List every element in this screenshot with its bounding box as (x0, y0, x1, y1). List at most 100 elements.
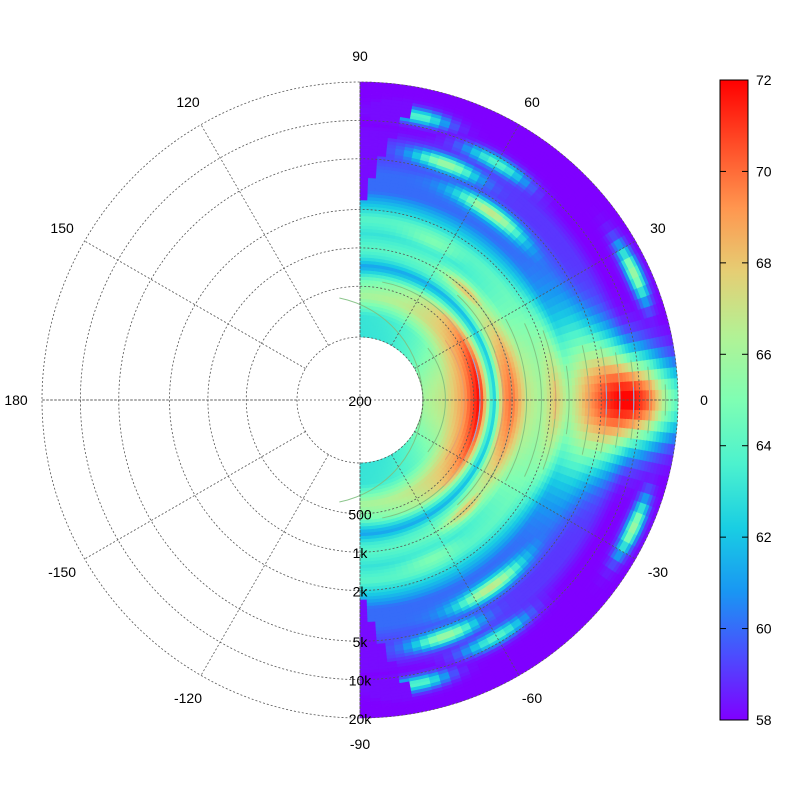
heatmap-cell (569, 392, 574, 401)
heatmap-cell (359, 193, 368, 198)
heatmap-cell (505, 394, 510, 401)
heatmap-cell (594, 399, 599, 409)
heatmap-cell (473, 395, 478, 401)
heatmap-cell (591, 399, 596, 409)
heatmap-cell (359, 628, 369, 633)
heatmap-cell (359, 221, 367, 226)
heatmap-cell (467, 395, 472, 401)
heatmap-cell (359, 215, 367, 220)
heatmap-cell (362, 308, 367, 313)
heatmap-cell (454, 403, 459, 408)
heatmap-layer (359, 81, 679, 719)
heatmap-cell (359, 269, 365, 274)
heatmap-cell (364, 269, 370, 274)
heatmap-cell (543, 393, 548, 401)
heatmap-cell (489, 390, 494, 396)
heatmap-cell (359, 481, 364, 486)
heatmap-cell (359, 292, 365, 296)
heatmap-cell (364, 526, 370, 531)
heatmap-cell (364, 529, 370, 534)
heatmap-cell (534, 399, 539, 407)
heatmap-cell (359, 218, 367, 223)
heatmap-cell (359, 167, 369, 172)
heatmap-cell (515, 394, 519, 401)
heatmap-cell (362, 327, 366, 332)
heatmap-cell (482, 390, 487, 396)
heatmap-cell (359, 225, 367, 230)
heatmap-cell (559, 399, 564, 408)
heatmap-cell (495, 394, 500, 401)
heatmap-cell (559, 392, 564, 401)
heatmap-cell (447, 393, 452, 398)
heatmap-cell (359, 228, 367, 233)
heatmap-cell (575, 399, 580, 408)
heatmap-cell (359, 237, 366, 242)
heatmap-cell (359, 500, 364, 505)
heatmap-cell (359, 241, 366, 245)
heatmap-cell (495, 399, 500, 406)
heatmap-cell (527, 399, 532, 407)
heatmap-cell (546, 399, 551, 407)
heatmap-cell (483, 395, 488, 401)
heatmap-cell (463, 392, 468, 397)
heatmap-cell (359, 183, 368, 188)
heatmap-cell (473, 403, 478, 409)
heatmap-cell (585, 391, 590, 401)
heatmap-cell (537, 399, 542, 407)
heatmap-cell (359, 263, 366, 268)
heatmap-cell (464, 395, 468, 401)
heatmap-cell (556, 392, 561, 401)
heatmap-cell (359, 244, 366, 249)
heatmap-cell (359, 196, 368, 201)
heatmap-cell (359, 532, 366, 537)
heatmap-cell (359, 567, 367, 572)
heatmap-cell (359, 523, 365, 528)
heatmap-cell (364, 522, 370, 527)
heatmap-cell (359, 298, 364, 303)
heatmap-cell (359, 606, 368, 610)
heatmap-cell (359, 609, 368, 614)
heatmap-cell (359, 311, 364, 316)
heatmap-cell (505, 399, 510, 406)
heatmap-cell (359, 599, 368, 604)
heatmap-cell (359, 234, 367, 239)
heatmap-cell (521, 399, 526, 407)
heatmap-cell (363, 298, 368, 303)
heatmap-cell (518, 399, 523, 406)
heatmap-cell (362, 487, 367, 492)
heatmap-cell (359, 170, 369, 175)
heatmap-cell (499, 394, 503, 401)
heatmap-cell (359, 314, 364, 319)
heatmap-cell (359, 266, 365, 271)
heatmap-cell (359, 308, 364, 312)
heatmap-cell (454, 399, 459, 404)
heatmap-cell (518, 394, 523, 401)
heatmap-cell (454, 392, 459, 397)
heatmap-cell (562, 392, 567, 401)
heatmap-cell (467, 391, 472, 397)
heatmap-cell (359, 190, 368, 194)
heatmap-cell (359, 212, 367, 217)
heatmap-cell (530, 399, 535, 407)
heatmap-cell (362, 323, 366, 328)
heatmap-cell (359, 539, 366, 543)
heatmap-cell (359, 260, 366, 265)
heatmap-cell (363, 301, 368, 306)
heatmap-cell (521, 393, 526, 401)
heatmap-cell (364, 266, 370, 271)
heatmap-cell (438, 402, 443, 407)
heatmap-cell (537, 393, 542, 401)
heatmap-cell (591, 391, 596, 401)
heatmap-cell (486, 399, 491, 405)
heatmap-cell (359, 177, 369, 182)
heatmap-cell (499, 399, 503, 406)
heatmap-cell (511, 394, 516, 401)
heatmap-cell (511, 399, 516, 406)
heatmap-cell (359, 209, 367, 214)
heatmap-cell (359, 615, 368, 620)
heatmap-cell (359, 570, 367, 575)
heatmap-cell (457, 403, 462, 408)
heatmap-cell (359, 535, 366, 540)
heatmap-cell (479, 399, 484, 405)
